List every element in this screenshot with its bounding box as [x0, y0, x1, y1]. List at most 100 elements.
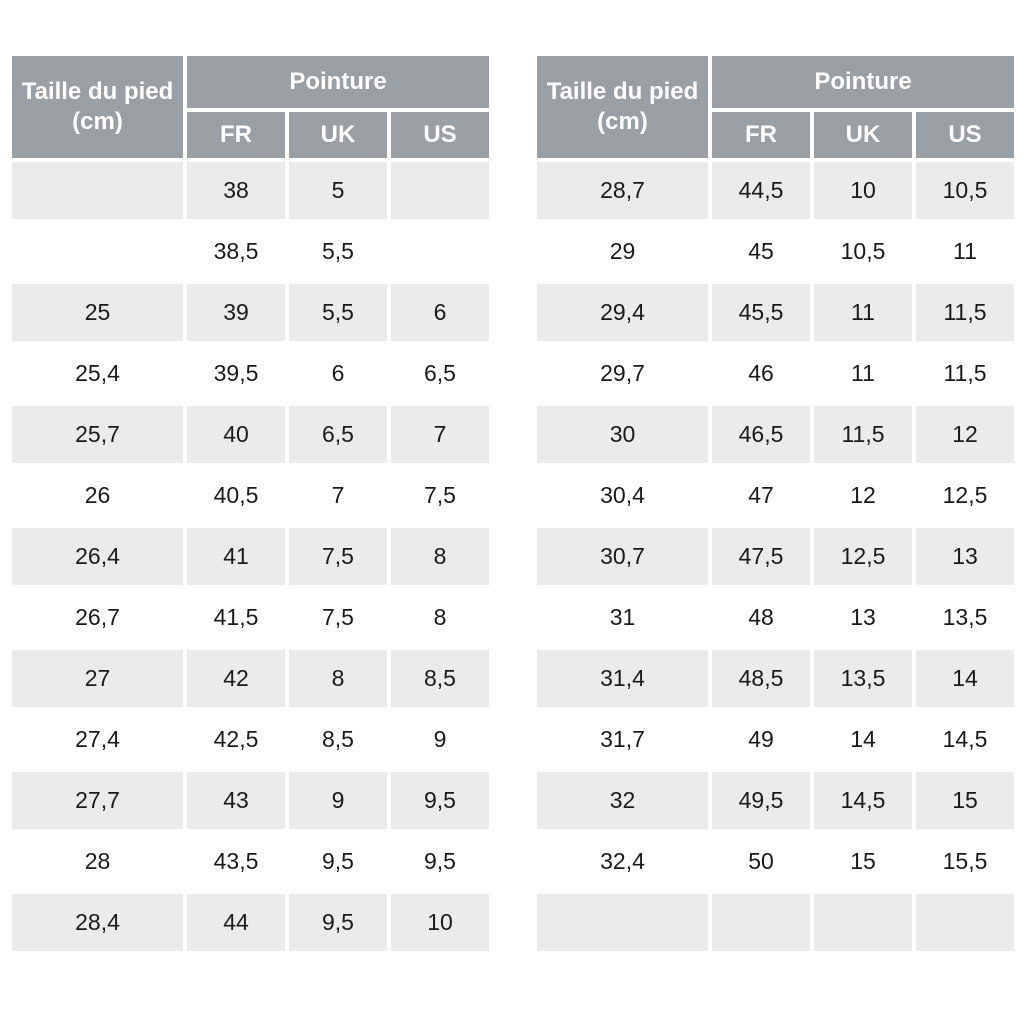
table-cell: 28,7 — [537, 162, 708, 219]
table-row: 30,4 47 12 12,5 — [537, 467, 1014, 524]
table-row: 25,4 39,5 6 6,5 — [12, 345, 489, 402]
table-cell: 11,5 — [814, 406, 912, 463]
table-cell: 42 — [187, 650, 285, 707]
table-cell: 8 — [289, 650, 387, 707]
table-cell: 31,7 — [537, 711, 708, 768]
table-cell: 26 — [12, 467, 183, 524]
table-row: 26,7 41,5 7,5 8 — [12, 589, 489, 646]
table-cell: 9,5 — [391, 772, 489, 829]
table-cell: 12 — [814, 467, 912, 524]
table-cell: 25 — [12, 284, 183, 341]
table-cell: 30,4 — [537, 467, 708, 524]
table-row: 29,7 46 11 11,5 — [537, 345, 1014, 402]
foot-size-header: Taille du pied (cm) — [537, 56, 708, 158]
table-cell: 28 — [12, 833, 183, 890]
table-cell: 48,5 — [712, 650, 810, 707]
table-cell — [12, 223, 183, 280]
table-cell: 11,5 — [916, 345, 1014, 402]
table-row: 25,7 40 6,5 7 — [12, 406, 489, 463]
table-cell: 40,5 — [187, 467, 285, 524]
table-cell: 11 — [814, 345, 912, 402]
table-cell: 49 — [712, 711, 810, 768]
table-cell: 6 — [391, 284, 489, 341]
table-cell: 13,5 — [916, 589, 1014, 646]
table-row: 29,4 45,5 11 11,5 — [537, 284, 1014, 341]
table-cell: 9,5 — [289, 833, 387, 890]
table-cell: 30,7 — [537, 528, 708, 585]
table-cell: 9,5 — [289, 894, 387, 951]
table-cell — [391, 162, 489, 219]
table-cell: 26,4 — [12, 528, 183, 585]
table-cell: 13 — [814, 589, 912, 646]
table-row: 32,4 50 15 15,5 — [537, 833, 1014, 890]
table-row: 25 39 5,5 6 — [12, 284, 489, 341]
table-cell: 10 — [391, 894, 489, 951]
header-row-countries: FR UK US — [12, 112, 489, 158]
table-cell: 31,4 — [537, 650, 708, 707]
table-row: 31,4 48,5 13,5 14 — [537, 650, 1014, 707]
table-cell: 28,4 — [12, 894, 183, 951]
table-header: Taille du pied (cm) Pointure FR UK US — [537, 56, 1014, 158]
table-cell: 14 — [916, 650, 1014, 707]
table-cell: 9,5 — [391, 833, 489, 890]
table-cell: 30 — [537, 406, 708, 463]
table-cell: 14 — [814, 711, 912, 768]
table-cell: 27,4 — [12, 711, 183, 768]
table-cell: 7,5 — [289, 589, 387, 646]
table-cell — [712, 894, 810, 951]
table-row: 27,7 43 9 9,5 — [12, 772, 489, 829]
table-cell: 50 — [712, 833, 810, 890]
table-cell: 8 — [391, 589, 489, 646]
table-row: 28 43,5 9,5 9,5 — [12, 833, 489, 890]
table-cell: 7,5 — [391, 467, 489, 524]
table-cell: 6 — [289, 345, 387, 402]
table-cell: 15 — [916, 772, 1014, 829]
pointure-header: Pointure — [712, 56, 1014, 108]
table-cell — [12, 162, 183, 219]
size-table-left: Taille du pied (cm) Pointure FR UK US 38… — [8, 52, 493, 955]
table-cell: 44 — [187, 894, 285, 951]
table-cell: 32 — [537, 772, 708, 829]
table-cell: 8 — [391, 528, 489, 585]
table-cell: 38,5 — [187, 223, 285, 280]
table-row: 32 49,5 14,5 15 — [537, 772, 1014, 829]
table-cell: 41,5 — [187, 589, 285, 646]
table-cell: 8,5 — [289, 711, 387, 768]
table-cell: 31 — [537, 589, 708, 646]
table-cell: 7 — [391, 406, 489, 463]
table-cell — [916, 894, 1014, 951]
table-cell: 47,5 — [712, 528, 810, 585]
foot-size-label-line1: Taille du pied — [546, 78, 699, 105]
table-cell — [537, 894, 708, 951]
table-cell: 5 — [289, 162, 387, 219]
foot-size-label-line2: (cm) — [72, 108, 123, 135]
table-cell: 11 — [814, 284, 912, 341]
table-row — [537, 894, 1014, 951]
col-header-fr: FR — [712, 112, 810, 158]
table-row: 26,4 41 7,5 8 — [12, 528, 489, 585]
table-cell: 7,5 — [289, 528, 387, 585]
table-cell: 12 — [916, 406, 1014, 463]
table-cell: 6,5 — [289, 406, 387, 463]
table-row: 38 5 — [12, 162, 489, 219]
table-row: 27 42 8 8,5 — [12, 650, 489, 707]
pointure-header: Pointure — [187, 56, 489, 108]
col-header-fr: FR — [187, 112, 285, 158]
table-cell: 46 — [712, 345, 810, 402]
table-cell — [391, 223, 489, 280]
table-cell: 45 — [712, 223, 810, 280]
col-header-us: US — [391, 112, 489, 158]
header-row-group: Taille du pied (cm) Pointure — [537, 56, 1014, 158]
table-cell: 29,7 — [537, 345, 708, 402]
table-cell: 47 — [712, 467, 810, 524]
foot-size-label-line1: Taille du pied — [21, 78, 174, 105]
table-cell: 7 — [289, 467, 387, 524]
header-row-countries: FR UK US — [537, 112, 1014, 158]
table-cell: 26,7 — [12, 589, 183, 646]
table-cell: 43 — [187, 772, 285, 829]
table-cell: 44,5 — [712, 162, 810, 219]
table-row: 27,4 42,5 8,5 9 — [12, 711, 489, 768]
table-cell: 38 — [187, 162, 285, 219]
table-cell: 9 — [289, 772, 387, 829]
